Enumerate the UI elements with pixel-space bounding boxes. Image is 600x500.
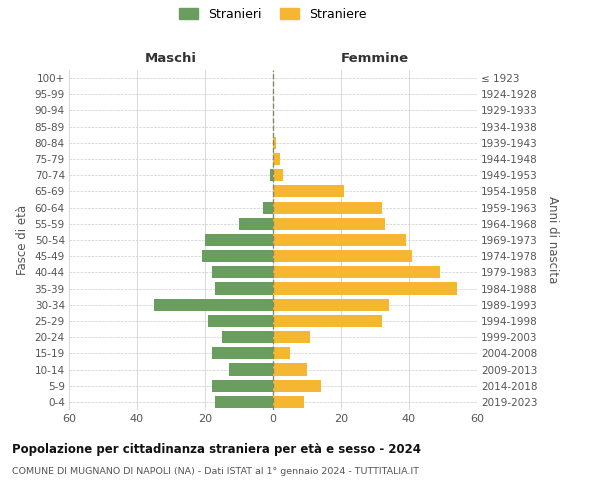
Bar bbox=[205, 234, 273, 246]
Bar bbox=[212, 380, 273, 392]
Bar bbox=[273, 202, 382, 213]
Bar bbox=[263, 202, 273, 213]
Text: Popolazione per cittadinanza straniera per età e sesso - 2024: Popolazione per cittadinanza straniera p… bbox=[12, 442, 421, 456]
Bar bbox=[229, 364, 273, 376]
Bar bbox=[222, 331, 273, 343]
Y-axis label: Fasce di età: Fasce di età bbox=[16, 205, 29, 275]
Bar bbox=[273, 266, 440, 278]
Bar bbox=[212, 348, 273, 360]
Bar bbox=[239, 218, 273, 230]
Bar bbox=[273, 186, 344, 198]
Bar bbox=[202, 250, 273, 262]
Bar bbox=[215, 282, 273, 294]
Bar bbox=[273, 250, 412, 262]
Bar bbox=[273, 298, 389, 311]
Bar bbox=[273, 364, 307, 376]
Bar bbox=[208, 315, 273, 327]
Bar bbox=[273, 282, 457, 294]
Text: COMUNE DI MUGNANO DI NAPOLI (NA) - Dati ISTAT al 1° gennaio 2024 - TUTTITALIA.IT: COMUNE DI MUGNANO DI NAPOLI (NA) - Dati … bbox=[12, 468, 419, 476]
Bar bbox=[273, 218, 385, 230]
Bar bbox=[273, 315, 382, 327]
Bar bbox=[269, 169, 273, 181]
Bar bbox=[154, 298, 273, 311]
Y-axis label: Anni di nascita: Anni di nascita bbox=[546, 196, 559, 284]
Bar bbox=[273, 331, 310, 343]
Bar bbox=[273, 348, 290, 360]
Bar bbox=[212, 266, 273, 278]
Bar bbox=[273, 234, 406, 246]
Bar bbox=[273, 153, 280, 165]
Text: Maschi: Maschi bbox=[145, 52, 197, 65]
Bar bbox=[273, 380, 320, 392]
Bar bbox=[215, 396, 273, 408]
Bar bbox=[273, 137, 277, 149]
Text: Femmine: Femmine bbox=[341, 52, 409, 65]
Bar bbox=[273, 396, 304, 408]
Legend: Stranieri, Straniere: Stranieri, Straniere bbox=[175, 2, 371, 26]
Bar bbox=[273, 169, 283, 181]
